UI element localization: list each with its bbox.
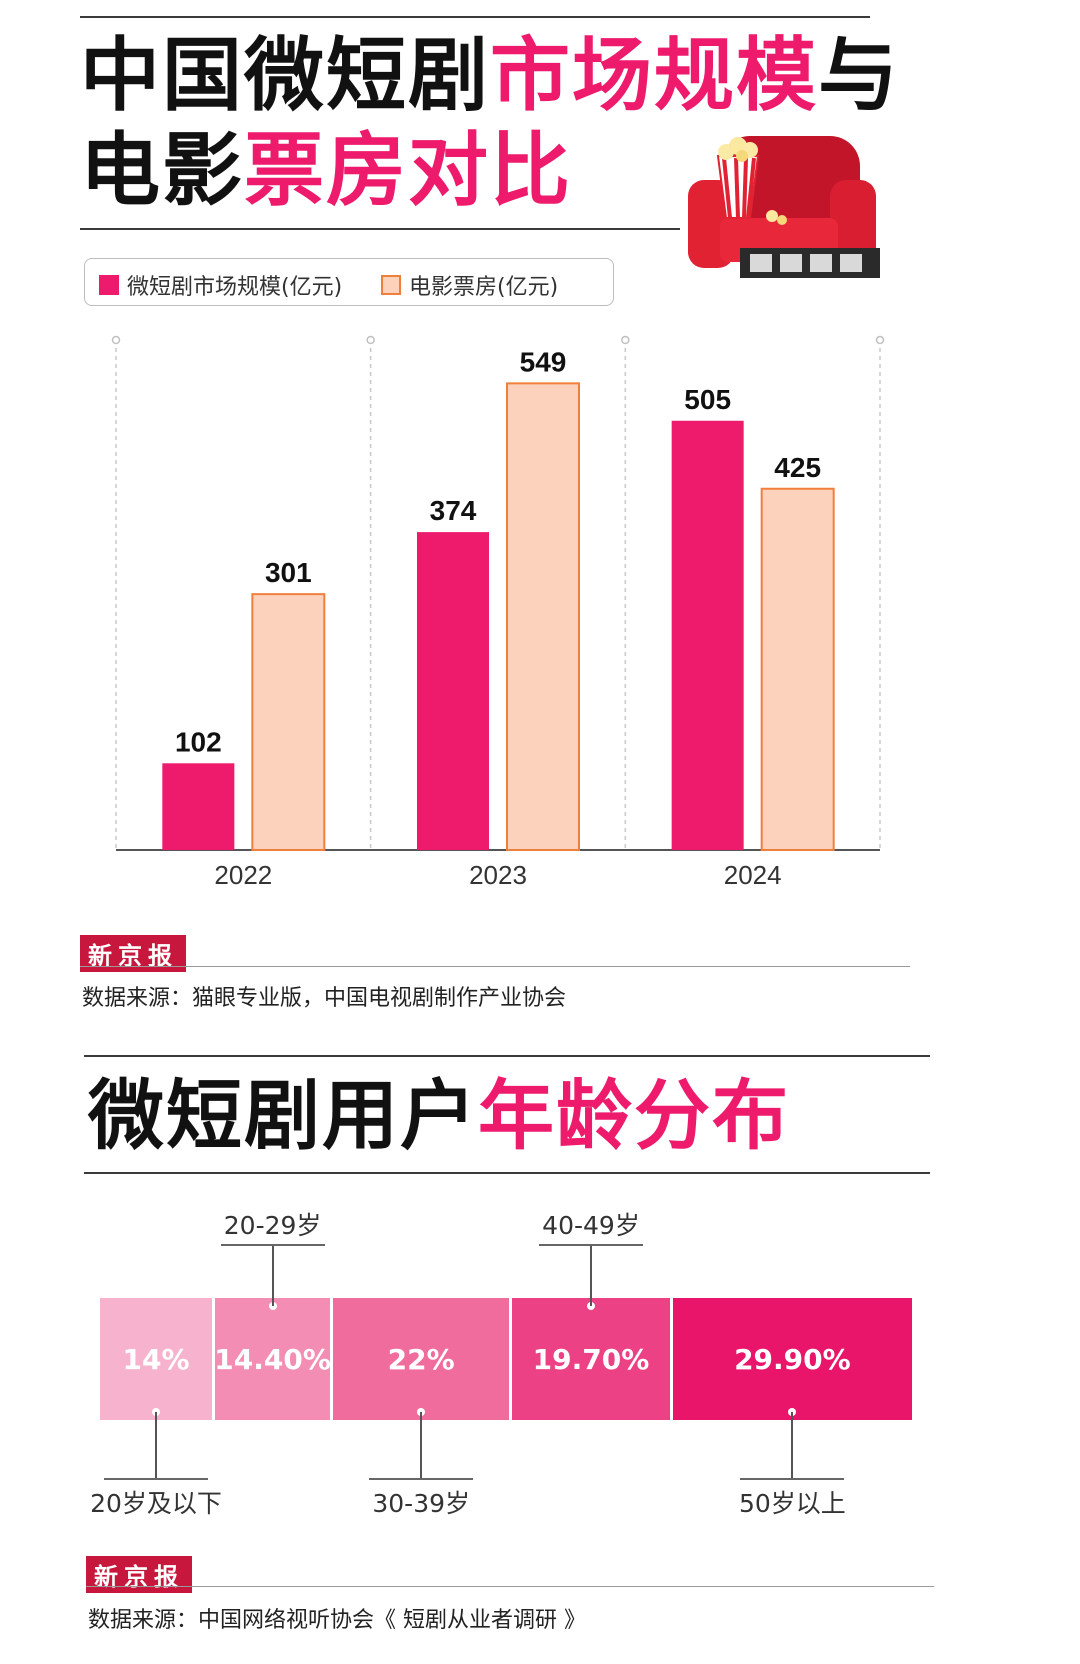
page-title-line-2: 电影票房对比 (80, 125, 572, 217)
bar-data-label: 374 (430, 495, 477, 526)
top-rule (80, 16, 870, 18)
age-label-underline (104, 1478, 208, 1480)
bar-data-label: 549 (520, 346, 567, 377)
title-part-market-black: 中国微短剧 (80, 29, 490, 122)
age-group-label: 30-39岁 (372, 1489, 471, 1518)
age-group-label: 20-29岁 (223, 1211, 322, 1240)
bar-data-label: 102 (175, 726, 222, 757)
age-segment: 29.90% (672, 1298, 912, 1420)
age-segment: 19.70% (512, 1298, 670, 1420)
age-segment: 14% (100, 1298, 212, 1420)
bar-data-label: 301 (265, 557, 312, 588)
section2-title-pink: 年龄分布 (478, 1071, 790, 1160)
age-segment: 14.40% (214, 1298, 331, 1420)
legend-label-box-office: 电影票房(亿元) (409, 275, 559, 300)
section2-top-rule (84, 1055, 930, 1057)
age-label-underline (369, 1478, 474, 1480)
age-group-label: 40-49岁 (542, 1211, 640, 1240)
source-rule-2 (86, 1586, 934, 1587)
cinema-seat-icon (688, 136, 880, 278)
age-marker-stem (155, 1412, 157, 1478)
page-title-line-1: 中国微短剧市场规模与 (80, 30, 900, 122)
title-part-market-pink: 市场规模 (490, 29, 818, 122)
grid-separator-dot (621, 335, 630, 345)
data-source-2: 数据来源：中国网络视听协会《 短剧从业者调研 》 (88, 1608, 586, 1633)
legend-item-short-drama: 微短剧市场规模(亿元) (99, 269, 342, 301)
age-marker-stem (590, 1244, 592, 1306)
grid-separator-dot (366, 335, 375, 345)
bar-data-label: 505 (684, 384, 731, 415)
bar-short-drama (671, 420, 744, 850)
age-segment: 22% (333, 1298, 510, 1420)
x-tick-label: 2024 (724, 860, 782, 890)
age-marker-stem (271, 1244, 274, 1306)
age-label-underline (220, 1244, 325, 1246)
brand-logo-1: 新京报 (80, 935, 186, 972)
age-group-label: 20岁及以下 (90, 1489, 222, 1518)
bar-data-label: 425 (774, 452, 821, 483)
legend-item-box-office: 电影票房(亿元) (381, 269, 558, 301)
bar-short-drama (162, 763, 235, 850)
x-tick-label: 2022 (214, 860, 272, 890)
title-part-and: 与 (818, 29, 900, 122)
age-marker-dot (268, 1302, 277, 1310)
section2-bottom-rule (84, 1172, 930, 1174)
legend-label-short-drama: 微短剧市场规模(亿元) (127, 275, 343, 300)
age-group-label: 50岁以上 (738, 1489, 846, 1518)
chart-legend: 微短剧市场规模(亿元) 电影票房(亿元) (84, 258, 614, 306)
bar-box-office (251, 593, 326, 852)
age-marker-dot (587, 1302, 595, 1310)
data-source-1: 数据来源：猫眼专业版，中国电视剧制作产业协会 (82, 986, 567, 1011)
section2-title-black: 微短剧用户 (88, 1071, 478, 1160)
title-part-film: 电影 (80, 124, 244, 217)
age-label-underline (740, 1478, 845, 1480)
bar-box-office (760, 487, 835, 851)
legend-swatch-box-office (381, 275, 401, 295)
bar-short-drama (417, 532, 489, 850)
title-part-boxoffice: 票房对比 (244, 124, 572, 217)
bar-chart: 102 301 2022 374 549 2023 505 425 2024 (111, 335, 885, 890)
source-rule-1 (80, 966, 910, 967)
age-marker-stem (420, 1412, 423, 1478)
x-tick-label: 2023 (469, 860, 527, 890)
header-bottom-rule (80, 228, 680, 230)
legend-swatch-short-drama (99, 275, 119, 295)
age-label-underline (539, 1244, 643, 1246)
grid-separator-dot (875, 335, 885, 345)
section2-title: 微短剧用户年龄分布 (88, 1068, 790, 1164)
bar-box-office (506, 382, 580, 851)
grid-separator-dot (111, 335, 121, 345)
brand-logo-2: 新京报 (86, 1556, 192, 1593)
age-marker-stem (791, 1412, 794, 1478)
